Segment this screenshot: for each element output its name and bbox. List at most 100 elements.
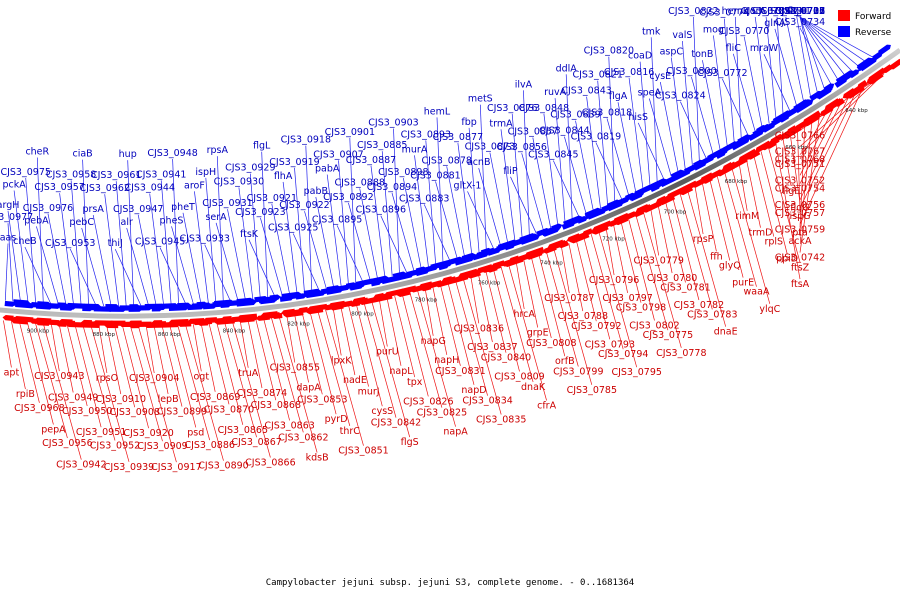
label-connector [583, 237, 611, 340]
label-connector [232, 321, 271, 458]
label-connector [799, 16, 860, 67]
forward-feature [642, 200, 662, 213]
reverse-feature [762, 122, 776, 133]
label-connector [797, 129, 801, 212]
reverse-feature [40, 302, 62, 309]
label-connector [485, 271, 507, 353]
reverse-gene-label: CJS3_0896 [356, 205, 406, 216]
forward-feature [296, 306, 309, 314]
label-connector [348, 305, 369, 387]
label-connector [575, 240, 597, 322]
reverse-gene-label: pebA [24, 215, 49, 226]
forward-gene-label: CJS3_0956 [42, 438, 92, 449]
reverse-gene-label: CJS3_0734 [775, 17, 825, 28]
reverse-gene-label: CJS3_0844 [539, 126, 589, 137]
label-connector [691, 76, 714, 156]
label-connector [286, 315, 296, 363]
reverse-feature [737, 134, 751, 145]
reverse-gene-label: CJS3_0822 [668, 6, 718, 17]
forward-gene-label: ackA [788, 236, 812, 247]
forward-gene-label: CJS3_0870 [204, 404, 254, 415]
label-connector [774, 28, 798, 107]
reverse-gene-label: CJS3_0876 [487, 103, 537, 114]
forward-gene-label: pyrD [325, 414, 348, 425]
label-connector [294, 314, 309, 383]
forward-gene-label: CJS3_0757 [775, 208, 825, 219]
label-connector [70, 180, 82, 306]
reverse-gene-label: CJS3_0953 [45, 238, 95, 249]
label-connector [702, 183, 717, 252]
reverse-gene-label: corA [744, 6, 766, 17]
reverse-feature [634, 184, 654, 197]
label-connector [650, 208, 660, 256]
forward-feature [592, 220, 612, 232]
legend: Forward Reverse [838, 10, 892, 38]
forward-feature [557, 240, 569, 249]
reverse-feature [576, 215, 588, 224]
forward-feature [834, 97, 846, 107]
label-connector [74, 325, 102, 428]
legend-reverse-swatch [838, 26, 850, 37]
forward-gene-label: cysS [371, 406, 393, 417]
label-connector [47, 213, 67, 305]
label-connector [553, 248, 593, 385]
reverse-gene-label: valS [672, 30, 692, 41]
reverse-gene-label: CJS3_0741 [761, 6, 811, 17]
label-connector [560, 245, 570, 294]
reverse-feature [371, 275, 389, 284]
reverse-gene-label: CJS3_0975 [0, 167, 50, 178]
forward-gene-label: ftsA [791, 279, 810, 290]
label-connector [224, 322, 257, 438]
reverse-gene-label: CJS3_0743 [752, 6, 802, 17]
label-connector [523, 259, 539, 328]
reverse-gene-label: CJS3_0818 [582, 107, 632, 118]
forward-gene-label: tpx [407, 377, 423, 388]
label-connector [371, 301, 411, 438]
forward-gene-label: CJS3_0910 [96, 394, 146, 405]
forward-gene-label: CJS3_0836 [454, 323, 504, 334]
label-connector [679, 194, 713, 310]
reverse-gene-label: cheB [13, 236, 37, 247]
forward-gene-label: CJS3_0834 [462, 396, 512, 407]
label-connector [192, 324, 202, 372]
forward-gene-label: CJS3_0939 [104, 462, 154, 473]
label-connector [637, 122, 665, 181]
label-connector [380, 215, 408, 273]
forward-gene-label: CJS3_0866 [245, 458, 295, 469]
label-connector [665, 201, 686, 283]
reverse-feature [504, 242, 516, 251]
reverse-gene-label: CJS3_0977 [0, 212, 33, 223]
reverse-feature [295, 293, 307, 300]
forward-gene-label: ylqC [759, 304, 780, 315]
reverse-gene-label: glnA [764, 18, 786, 29]
forward-gene-label: psd [187, 427, 204, 438]
reverse-gene-label: ddlA [556, 63, 578, 74]
label-connector [694, 186, 704, 235]
label-connector [304, 211, 327, 290]
reverse-gene-label: CJS3_0800 [666, 66, 716, 77]
reverse-gene-label: CJS3_0925 [268, 223, 318, 234]
reverse-gene-label: flgA [609, 91, 628, 102]
reverse-gene-label: CJS3_0945 [135, 237, 185, 248]
forward-gene-label: CJS3_0842 [371, 418, 421, 429]
forward-feature [786, 125, 798, 134]
label-connector [568, 243, 584, 312]
forward-gene-label: CJS3_0788 [558, 311, 608, 322]
reverse-feature [800, 99, 812, 108]
label-connector [25, 177, 37, 304]
reverse-feature [461, 252, 476, 262]
label-connector [538, 254, 566, 357]
forward-gene-label: CJS3_0874 [237, 388, 287, 399]
label-connector [785, 16, 805, 103]
label-connector [799, 16, 867, 63]
forward-gene-label: purE [732, 278, 754, 289]
label-connector [554, 98, 566, 224]
reverse-gene-label: pheS [160, 215, 184, 226]
reverse-gene-label: aas [0, 233, 16, 244]
forward-gene-label: CJS3_0767 [775, 147, 825, 158]
scale-tick-label: 840 kbp [223, 328, 246, 334]
reverse-gene-label: fliP [503, 166, 518, 177]
reverse-gene-label: fliC [726, 43, 742, 54]
label-connector [208, 323, 230, 405]
reverse-gene-label: CJS3_0903 [368, 118, 418, 129]
